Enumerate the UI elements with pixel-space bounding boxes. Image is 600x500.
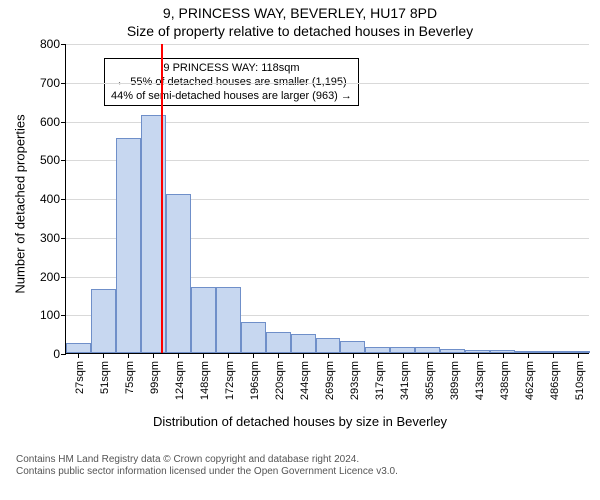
- xtick-mark: [378, 353, 379, 358]
- xtick-label: 27sqm: [74, 359, 86, 411]
- xtick-label: 510sqm: [574, 359, 586, 411]
- xtick-label: 172sqm: [224, 359, 236, 411]
- xtick-mark: [153, 353, 154, 358]
- xtick-mark: [328, 353, 329, 358]
- xtick-label: 148sqm: [199, 359, 211, 411]
- annotation-line: 44% of semi-detached houses are larger (…: [111, 89, 352, 103]
- xtick-mark: [528, 353, 529, 358]
- footer-line-1: Contains HM Land Registry data © Crown c…: [16, 454, 594, 466]
- xtick-mark: [228, 353, 229, 358]
- page-address: 9, PRINCESS WAY, BEVERLEY, HU17 8PD: [0, 4, 600, 22]
- histogram-bar: [241, 322, 266, 353]
- xtick-mark: [103, 353, 104, 358]
- xtick-label: 462sqm: [524, 359, 536, 411]
- grid-line: [66, 83, 589, 84]
- histogram-plot: 9 PRINCESS WAY: 118sqm← 55% of detached …: [65, 44, 589, 354]
- xtick-label: 75sqm: [124, 359, 136, 411]
- histogram-bar: [166, 194, 191, 353]
- ytick-label: 100: [40, 308, 66, 322]
- xtick-mark: [303, 353, 304, 358]
- xtick-label: 51sqm: [99, 359, 111, 411]
- xtick-label: 389sqm: [449, 359, 461, 411]
- xtick-mark: [553, 353, 554, 358]
- histogram-bar: [316, 338, 341, 354]
- histogram-bar: [91, 289, 116, 353]
- xtick-mark: [578, 353, 579, 358]
- xtick-mark: [78, 353, 79, 358]
- xtick-label: 293sqm: [349, 359, 361, 411]
- xtick-mark: [353, 353, 354, 358]
- xtick-mark: [478, 353, 479, 358]
- footer-line-2: Contains public sector information licen…: [16, 466, 594, 478]
- ytick-label: 300: [40, 231, 66, 245]
- ytick-label: 0: [53, 347, 66, 361]
- ytick-label: 800: [40, 37, 66, 51]
- property-marker-line: [161, 44, 163, 353]
- histogram-bar: [291, 334, 316, 353]
- xtick-mark: [203, 353, 204, 358]
- xtick-mark: [403, 353, 404, 358]
- ytick-label: 400: [40, 192, 66, 206]
- xtick-label: 124sqm: [174, 359, 186, 411]
- xtick-mark: [253, 353, 254, 358]
- xtick-mark: [278, 353, 279, 358]
- xtick-label: 99sqm: [149, 359, 161, 411]
- ytick-label: 700: [40, 76, 66, 90]
- histogram-bar: [216, 287, 241, 353]
- xtick-mark: [128, 353, 129, 358]
- xtick-label: 413sqm: [474, 359, 486, 411]
- xtick-label: 196sqm: [249, 359, 261, 411]
- ytick-label: 200: [40, 270, 66, 284]
- xtick-mark: [428, 353, 429, 358]
- histogram-bar: [266, 332, 291, 353]
- histogram-bar: [66, 343, 91, 353]
- xtick-mark: [503, 353, 504, 358]
- histogram-bar: [116, 138, 141, 353]
- x-axis-title: Distribution of detached houses by size …: [153, 414, 447, 429]
- ytick-label: 500: [40, 153, 66, 167]
- histogram-bar: [191, 287, 216, 353]
- xtick-label: 486sqm: [549, 359, 561, 411]
- xtick-label: 317sqm: [374, 359, 386, 411]
- y-axis-title: Number of detached properties: [13, 114, 28, 293]
- chart-area: Number of detached properties 9 PRINCESS…: [0, 40, 600, 450]
- page-subtitle: Size of property relative to detached ho…: [0, 22, 600, 40]
- xtick-mark: [453, 353, 454, 358]
- xtick-label: 220sqm: [274, 359, 286, 411]
- xtick-label: 438sqm: [499, 359, 511, 411]
- histogram-bar: [340, 341, 365, 353]
- grid-line: [66, 44, 589, 45]
- xtick-label: 365sqm: [424, 359, 436, 411]
- annotation-line: 9 PRINCESS WAY: 118sqm: [111, 61, 352, 75]
- xtick-label: 269sqm: [324, 359, 336, 411]
- xtick-label: 244sqm: [299, 359, 311, 411]
- xtick-label: 341sqm: [399, 359, 411, 411]
- xtick-mark: [178, 353, 179, 358]
- ytick-label: 600: [40, 115, 66, 129]
